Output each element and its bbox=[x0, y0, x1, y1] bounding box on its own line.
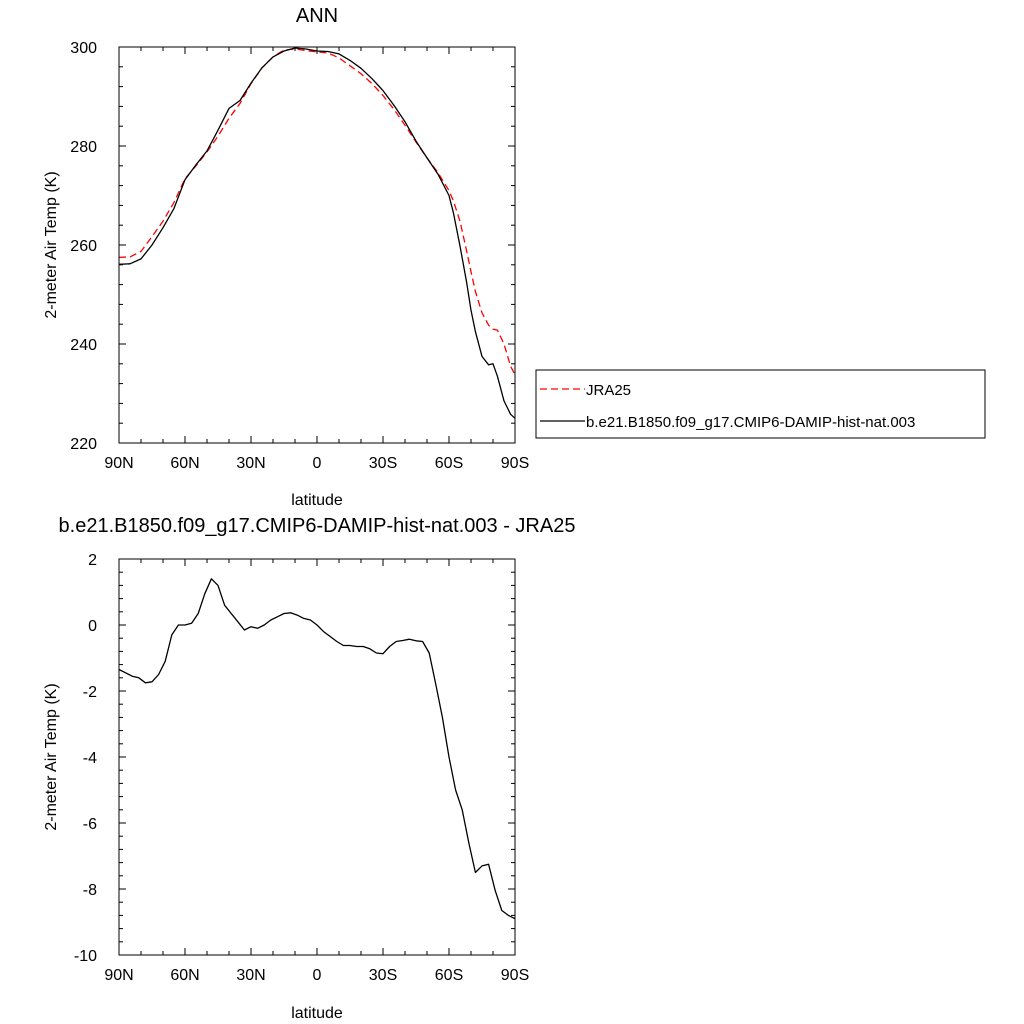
panel0-ytick-label: 220 bbox=[70, 436, 97, 453]
panel1-ytick-label: -4 bbox=[83, 750, 97, 767]
panel1-ytick-label: 2 bbox=[88, 552, 97, 569]
top-chart-title: ANN bbox=[296, 5, 338, 27]
top-panel: ANN 90N 60N 30N 0 30S 60S 90S 220 240 260 280 300 l… bbox=[43, 5, 986, 509]
top-plot-frame bbox=[118, 46, 516, 444]
bottom-chart-title: b.e21.B1850.f09_g17.CMIP6-DAMIP-hist-nat… bbox=[59, 515, 576, 537]
top-axis-ticks bbox=[118, 46, 516, 444]
panel1-ytick-label: -2 bbox=[83, 684, 97, 701]
panel1-xtick-label: 90N bbox=[104, 967, 133, 984]
bottom-yaxis-label: 2-meter Air Temp (K) bbox=[43, 683, 60, 830]
panel0-xtick-label: 90S bbox=[501, 455, 529, 472]
panel0-ytick-label: 240 bbox=[70, 337, 97, 354]
panel1-ytick-label: -6 bbox=[83, 816, 97, 833]
legend-label-model: b.e21.B1850.f09_g17.CMIP6-DAMIP-hist-nat… bbox=[586, 414, 915, 431]
panel1-xtick-label: 60S bbox=[435, 967, 463, 984]
panel1-xtick-label: 60N bbox=[170, 967, 199, 984]
panel1-xtick-label: 0 bbox=[313, 967, 322, 984]
panel0-series-0-line bbox=[118, 48, 516, 376]
panel1-xtick-label: 90S bbox=[501, 967, 529, 984]
top-tick-labels: 90N 60N 30N 0 30S 60S 90S 220 240 260 280 300 bbox=[70, 40, 529, 472]
panel0-xtick-label: 60N bbox=[170, 455, 199, 472]
legend: JRA25 b.e21.B1850.f09_g17.CMIP6-DAMIP-hi… bbox=[535, 369, 986, 439]
panel0-xtick-label: 60S bbox=[435, 455, 463, 472]
panel0-ytick-label: 260 bbox=[70, 238, 97, 255]
panel0-ytick-label: 280 bbox=[70, 139, 97, 156]
panel1-xtick-label: 30S bbox=[369, 967, 397, 984]
bottom-xaxis-label: latitude bbox=[291, 1005, 343, 1022]
panel1-xtick-label: 30N bbox=[236, 967, 265, 984]
panel1-series-0-line bbox=[118, 578, 516, 920]
bottom-panel: b.e21.B1850.f09_g17.CMIP6-DAMIP-hist-nat… bbox=[43, 515, 575, 1022]
bottom-series-lines bbox=[118, 578, 516, 920]
bottom-tick-labels: 90N 60N 30N 0 30S 60S 90S -10 -8 -6 -4 -2 0 2 bbox=[74, 552, 529, 984]
bottom-plot-frame bbox=[118, 558, 516, 956]
panel1-ytick-label: -10 bbox=[74, 948, 97, 965]
panel0-series-1-line bbox=[118, 47, 516, 419]
legend-box bbox=[535, 369, 986, 439]
panel1-ytick-label: -8 bbox=[83, 882, 97, 899]
panel0-xtick-label: 30N bbox=[236, 455, 265, 472]
bottom-axis-ticks bbox=[118, 558, 516, 956]
legend-label-jra25: JRA25 bbox=[586, 382, 631, 399]
panel0-ytick-label: 300 bbox=[70, 40, 97, 57]
panel0-xtick-label: 0 bbox=[313, 455, 322, 472]
panel0-xtick-label: 90N bbox=[104, 455, 133, 472]
top-yaxis-label: 2-meter Air Temp (K) bbox=[43, 171, 60, 318]
panel0-xtick-label: 30S bbox=[369, 455, 397, 472]
top-xaxis-label: latitude bbox=[291, 492, 343, 509]
panel1-ytick-label: 0 bbox=[88, 618, 97, 635]
top-series-lines bbox=[118, 47, 516, 419]
